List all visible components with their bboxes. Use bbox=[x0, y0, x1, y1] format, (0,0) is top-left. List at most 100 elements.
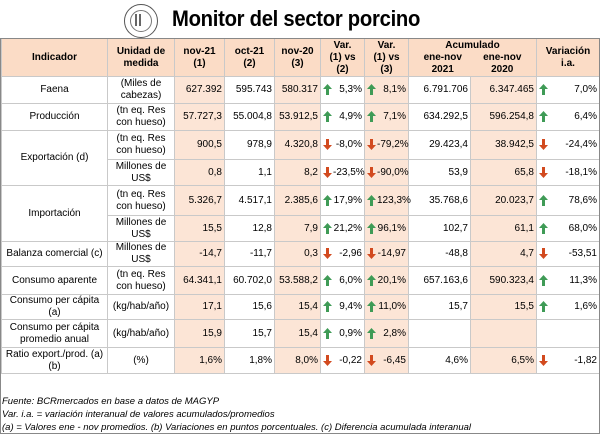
var-value: -14,97 bbox=[377, 248, 406, 259]
cell-nov20: 53.912,5 bbox=[274, 103, 321, 131]
cell-nov20: 4.320,8 bbox=[274, 130, 321, 160]
cell-oct21: 60.702,0 bbox=[224, 266, 275, 295]
var-value: 9,4% bbox=[339, 301, 362, 312]
arrow-down-icon bbox=[323, 166, 333, 179]
var-value: -1,82 bbox=[574, 354, 597, 366]
row-unit: Millones de US$ bbox=[107, 241, 175, 267]
cell-var13: 8,1% bbox=[364, 76, 409, 104]
var-value: -79,2% bbox=[377, 139, 409, 150]
var-value: 11,3% bbox=[569, 274, 597, 286]
cell-acum20: 596.254,8 bbox=[470, 103, 537, 131]
cell-oct21: -11,7 bbox=[224, 241, 275, 267]
cell-oct21: 12,8 bbox=[224, 215, 275, 242]
cell-var13: 96,1% bbox=[364, 215, 409, 242]
cell-variacion: 6,4% bbox=[536, 103, 600, 131]
cell-var13: -6,45 bbox=[364, 347, 409, 374]
var-value: 5,3% bbox=[339, 84, 362, 95]
var-value: 123,3% bbox=[377, 194, 411, 206]
arrow-down-icon bbox=[539, 248, 549, 260]
arrow-up-icon bbox=[367, 194, 377, 207]
var-value: -24,4% bbox=[565, 139, 597, 150]
footer-source: Fuente: BCRmercados en base a datos de M… bbox=[2, 396, 220, 407]
cell-oct21: 55.004,8 bbox=[224, 103, 275, 131]
row-unit: (tn eq. Res con hueso) bbox=[107, 266, 175, 295]
cell-nov21: 1,6% bbox=[174, 347, 225, 374]
row-unit: (kg/hab/año) bbox=[107, 294, 175, 320]
header-variacion: Variación i.a. bbox=[536, 38, 600, 77]
arrow-up-icon bbox=[323, 327, 333, 340]
cell-var13: 20,1% bbox=[364, 266, 409, 295]
arrow-up-icon bbox=[367, 84, 377, 96]
cell-acum20 bbox=[470, 319, 537, 348]
cell-oct21: 15,7 bbox=[224, 319, 275, 348]
table-row: Ratio export./prod. (a)(b) (%) 1,6% 1,8% 8,0… bbox=[1, 347, 600, 374]
cell-var12: -0,22 bbox=[320, 347, 365, 374]
var-value: 21,2% bbox=[333, 222, 362, 234]
cell-nov21: 627.392 bbox=[174, 76, 225, 104]
var-value: -0,22 bbox=[339, 354, 362, 366]
var-value: 68,0% bbox=[568, 222, 597, 234]
cell-var13: -14,97 bbox=[364, 241, 409, 267]
var-value: -18,1% bbox=[565, 166, 597, 178]
cell-nov21: 5.326,7 bbox=[174, 185, 225, 216]
table-row: Consumo per cápita promedio anual (kg/hab… bbox=[1, 319, 600, 348]
var-value: 17,9% bbox=[333, 194, 362, 206]
var-value: -23,5% bbox=[333, 166, 365, 178]
var-value: -90,0% bbox=[377, 166, 409, 178]
cell-nov21: 0,8 bbox=[174, 159, 225, 186]
var-value: 4,9% bbox=[339, 111, 362, 122]
table-row: Exportación (d) (tn eq. Res con hueso) 900… bbox=[1, 130, 600, 186]
cell-variacion: -53,51 bbox=[536, 241, 600, 267]
cell-var12: 17,9% bbox=[320, 185, 365, 216]
header-nov20: nov-20 (3) bbox=[274, 38, 321, 77]
cell-nov21: 57.727,3 bbox=[174, 103, 225, 131]
cell-var12: -8,0% bbox=[320, 130, 365, 160]
cell-nov20: 53.588,2 bbox=[274, 266, 321, 295]
cell-oct21: 595.743 bbox=[224, 76, 275, 104]
cell-acum21: -48,8 bbox=[408, 241, 471, 267]
header-nov21: nov-21 (1) bbox=[174, 38, 225, 77]
page-title: Monitor del sector porcino bbox=[172, 6, 421, 31]
cell-variacion: 7,0% bbox=[536, 76, 600, 104]
cell-var12: 21,2% bbox=[320, 215, 365, 242]
header-unidad: Unidad de medida bbox=[107, 38, 175, 77]
row-unit: Millones de US$ bbox=[107, 215, 175, 242]
row-unit: (%) bbox=[107, 347, 175, 374]
table-row: Importación (tn eq. Res con hueso) 5.326,7… bbox=[1, 185, 600, 242]
table-row: Producción (tn eq. Res con hueso) 57.727,3… bbox=[1, 103, 600, 131]
cell-variacion: 11,3% bbox=[536, 266, 600, 295]
var-value: 78,6% bbox=[568, 194, 597, 206]
cell-var12: 0,9% bbox=[320, 319, 365, 348]
row-unit: Millones de US$ bbox=[107, 159, 175, 186]
header: Monitor del sector porcino bbox=[0, 0, 600, 40]
arrow-down-icon bbox=[539, 139, 549, 151]
var-value: 8,1% bbox=[383, 84, 406, 95]
var-value: 7,1% bbox=[383, 111, 406, 122]
cell-acum20: 4,7 bbox=[470, 241, 537, 267]
cell-variacion: 68,0% bbox=[536, 215, 600, 242]
cell-var13: 2,8% bbox=[364, 319, 409, 348]
arrow-up-icon bbox=[323, 301, 333, 313]
row-indicator: Consumo per cápita promedio anual bbox=[1, 319, 108, 348]
cell-oct21: 1,1 bbox=[224, 159, 275, 186]
cell-nov21: 17,1 bbox=[174, 294, 225, 320]
cell-acum21: 29.423,4 bbox=[408, 130, 471, 160]
row-indicator: Balanza comercial (c) bbox=[1, 241, 108, 267]
cell-acum21: 6.791.706 bbox=[408, 76, 471, 104]
row-indicator: Exportación (d) bbox=[1, 130, 108, 186]
cell-variacion: 1,6% bbox=[536, 294, 600, 320]
table-row: Consumo per cápita (a) (kg/hab/año) 17,1 15… bbox=[1, 294, 600, 320]
arrow-down-icon bbox=[367, 166, 377, 179]
arrow-up-icon bbox=[367, 301, 377, 313]
var-value: 2,8% bbox=[383, 327, 406, 339]
table-row: Faena (Miles de cabezas) 627.392 595.743 580… bbox=[1, 76, 600, 104]
cell-variacion bbox=[536, 319, 600, 348]
arrow-up-icon bbox=[323, 84, 333, 96]
cell-acum21: 35.768,6 bbox=[408, 185, 471, 216]
var-value: 11,0% bbox=[378, 301, 406, 312]
row-indicator: Producción bbox=[1, 103, 108, 131]
header-var12: Var. (1) vs (2) bbox=[320, 38, 365, 77]
cell-nov20: 2.385,6 bbox=[274, 185, 321, 216]
cell-var12: 9,4% bbox=[320, 294, 365, 320]
cell-nov21: 15,9 bbox=[174, 319, 225, 348]
